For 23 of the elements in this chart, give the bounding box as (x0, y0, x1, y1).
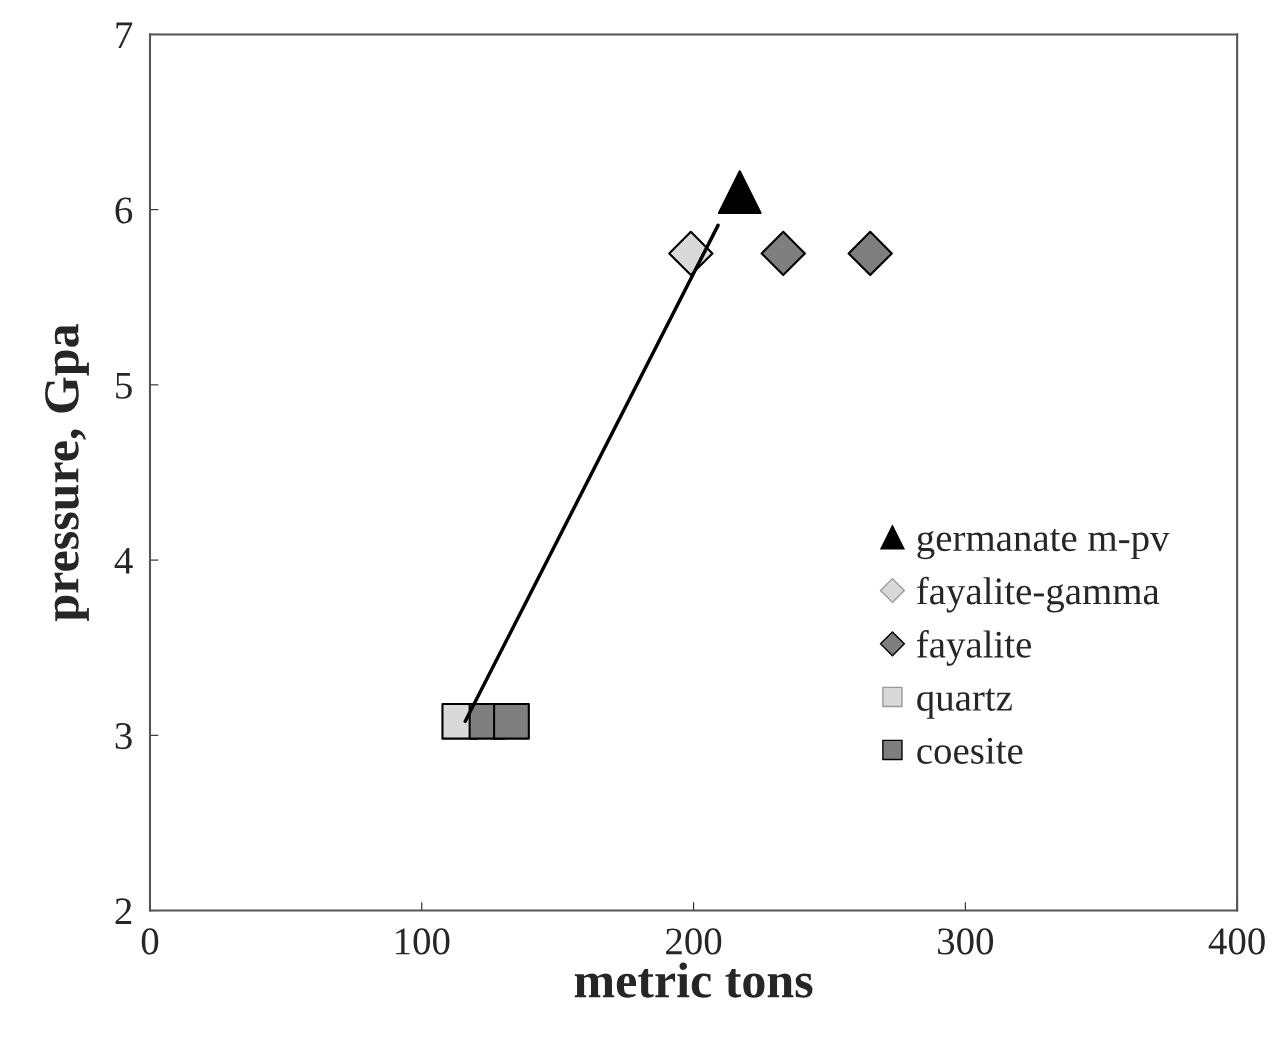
x-tick-label: 300 (938, 928, 994, 955)
point (847, 230, 893, 277)
legend-label: germanate m-pv (917, 528, 1170, 560)
point (668, 230, 714, 277)
point (493, 702, 530, 740)
y-axis-title: pressure, Gpa (45, 324, 89, 621)
x-tick-label: 0 (141, 928, 159, 955)
y-tick-label: 4 (114, 547, 133, 574)
x-tick-label: 400 (1208, 928, 1265, 955)
legend-label: coesite (917, 737, 1023, 764)
x-tick-label: 200 (666, 928, 722, 955)
y-tick-label: 3 (115, 723, 132, 750)
y-tick-label: 2 (115, 898, 132, 925)
point (717, 170, 762, 214)
x-tick-label: 100 (396, 928, 450, 955)
point (760, 230, 806, 277)
x-axis-title: metric tons (574, 962, 813, 998)
legend-label: quartz (917, 688, 1012, 719)
legend-label: fayalite-gamma (916, 576, 1160, 613)
y-tick-label: 5 (116, 372, 132, 399)
legend-label: fayalite (916, 630, 1032, 666)
y-tick-label: 7 (116, 22, 133, 48)
y-tick-label: 6 (115, 197, 133, 224)
